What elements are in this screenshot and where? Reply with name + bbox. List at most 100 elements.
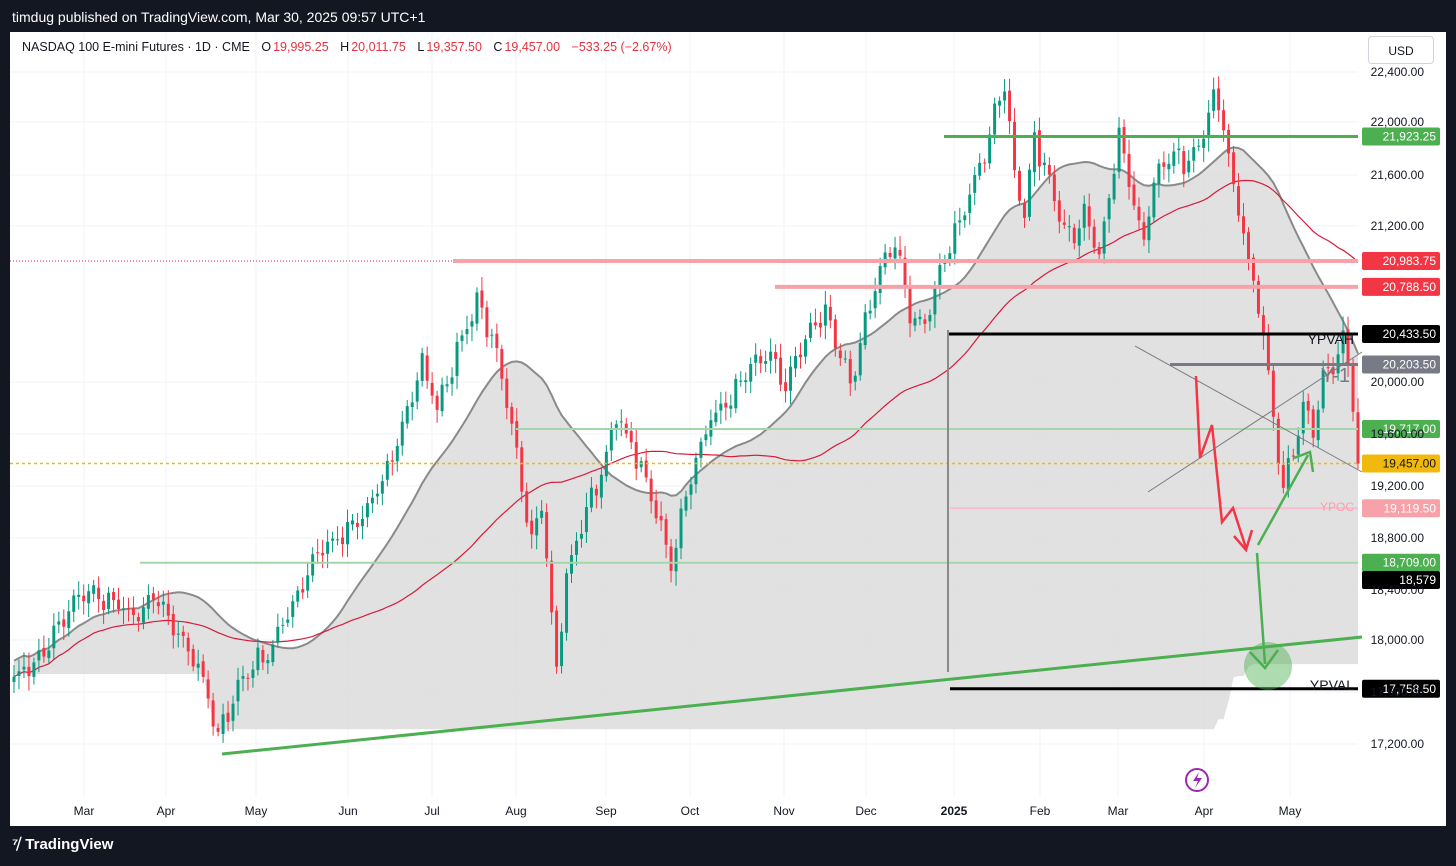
candle — [1316, 400, 1320, 448]
candle-body — [236, 679, 240, 702]
candle — [286, 607, 290, 627]
candle — [634, 429, 638, 481]
price-level-label: 19,119.50 — [1384, 501, 1437, 515]
candle — [122, 596, 125, 624]
high-label: H — [340, 40, 350, 54]
candle — [1162, 151, 1166, 180]
x-tick-label: May — [245, 804, 268, 818]
candle-body — [629, 431, 633, 443]
currency-button[interactable]: USD — [1368, 36, 1434, 64]
price-level-tag — [1362, 277, 1440, 296]
candle-body — [843, 358, 847, 360]
lightning-icon-ring — [1185, 768, 1209, 792]
candle-body — [161, 601, 165, 605]
candle — [724, 391, 728, 421]
candle-body — [724, 402, 728, 408]
candle — [445, 375, 449, 393]
tradingview-logo-icon: ⁷⧸ — [12, 836, 21, 853]
candle-body — [296, 590, 300, 602]
candle — [405, 399, 409, 429]
candle-body — [1311, 409, 1315, 438]
candle — [838, 343, 842, 366]
candle — [395, 438, 399, 472]
candle — [62, 609, 66, 641]
candle — [599, 468, 603, 509]
candle-body — [634, 442, 638, 469]
close-label: C — [493, 40, 503, 54]
candle-body — [1232, 152, 1236, 185]
candle — [351, 513, 354, 531]
candle — [17, 659, 21, 690]
candle-body — [475, 292, 479, 324]
candle-body — [873, 291, 877, 309]
candle-body — [1202, 138, 1206, 148]
candle — [1137, 197, 1141, 230]
candle-body — [1256, 281, 1260, 314]
candle-body — [1222, 110, 1226, 131]
candle-body — [281, 624, 285, 626]
candle — [1047, 157, 1051, 184]
candle — [818, 311, 822, 338]
candle — [336, 526, 340, 546]
candle — [639, 457, 643, 473]
candle — [699, 437, 703, 468]
candle-body — [928, 315, 932, 322]
level-annotation: YPVAH — [1308, 331, 1354, 347]
candle — [470, 314, 474, 342]
price-level-tag — [1362, 252, 1440, 271]
candle — [664, 513, 668, 559]
candle-body — [117, 599, 121, 609]
candle-body — [789, 366, 793, 391]
candle — [1102, 216, 1106, 264]
candle — [221, 703, 225, 743]
tradingview-brand[interactable]: ⁷⧸ TradingView — [12, 836, 113, 853]
candle — [430, 372, 434, 404]
candle — [928, 309, 932, 331]
candle — [390, 450, 394, 476]
candle — [1142, 212, 1146, 247]
candle — [1212, 77, 1216, 119]
candle-body — [1212, 89, 1216, 111]
candle-body — [425, 355, 429, 381]
target-zone-circle — [1244, 642, 1292, 690]
candle-body — [1077, 228, 1081, 246]
candle-body — [530, 520, 534, 535]
candle-body — [351, 520, 354, 525]
candle — [983, 158, 987, 173]
candle — [495, 323, 499, 363]
candle — [1122, 119, 1126, 163]
candle-body — [654, 500, 658, 519]
candle — [87, 583, 91, 618]
candle-body — [754, 354, 758, 363]
candle-body — [694, 457, 698, 485]
candle — [714, 399, 718, 427]
symbol-title[interactable]: NASDAQ 100 E-mini Futures · 1D · CME — [22, 40, 250, 54]
candle-body — [958, 220, 962, 223]
candle — [530, 509, 534, 549]
candle-body — [803, 339, 807, 357]
candle-body — [131, 608, 135, 615]
candle — [1077, 219, 1081, 257]
candle — [540, 500, 544, 524]
candle-body — [1271, 370, 1275, 417]
x-tick-label: 2025 — [941, 804, 968, 818]
candle — [440, 377, 444, 417]
candle-body — [1341, 330, 1345, 354]
candle — [1087, 193, 1091, 240]
candle — [1082, 195, 1086, 241]
candle — [1127, 139, 1131, 200]
close-value: 19,457.00 — [504, 40, 561, 54]
candle — [505, 368, 509, 420]
candle — [241, 665, 245, 692]
candle-body — [863, 312, 867, 346]
candle — [973, 166, 977, 205]
candle-body — [166, 603, 170, 616]
candle-body — [1057, 200, 1061, 222]
candle-body — [993, 103, 997, 135]
candle-body — [141, 607, 145, 623]
candle — [694, 452, 698, 494]
candle — [1237, 173, 1241, 222]
candle-body — [1247, 232, 1250, 260]
high-value: 20,011.75 — [351, 40, 406, 54]
